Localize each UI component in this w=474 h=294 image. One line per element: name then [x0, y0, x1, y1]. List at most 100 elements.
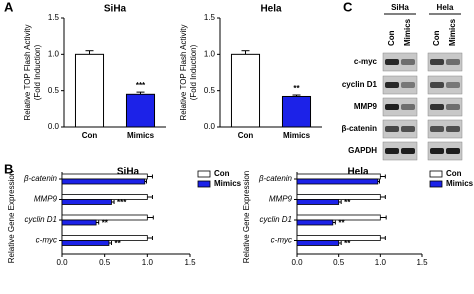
blot-band [430, 104, 444, 110]
blot-band [385, 148, 399, 154]
y-tick-label: 0.0 [204, 122, 216, 131]
x-tick-label: Mimics [127, 131, 155, 140]
blot-protein-label: β-catenin [341, 124, 377, 133]
blot-band [401, 104, 415, 110]
blot-strip [427, 119, 463, 139]
significance: ** [344, 198, 351, 207]
x-tick-label: 0.5 [99, 258, 111, 267]
blot-band [430, 59, 444, 65]
legend-label: Mimics [446, 179, 474, 188]
blot-band [430, 126, 444, 132]
legend-swatch [197, 170, 211, 178]
blot-protein-label: MMP9 [354, 102, 378, 111]
blot-band [446, 82, 460, 88]
bar [296, 194, 381, 200]
y-tick-label: 0.5 [48, 86, 60, 95]
significance: ** [293, 84, 300, 93]
bar [61, 178, 146, 185]
blot-strip [427, 97, 463, 117]
blot-band [401, 148, 415, 154]
panel-label: C [343, 0, 353, 14]
blot-protein-label: GAPDH [348, 146, 377, 155]
x-tick-label: Con [238, 131, 254, 140]
legend-swatch [429, 180, 443, 188]
bar [61, 235, 148, 241]
bar [296, 178, 379, 185]
legend-label: Mimics [214, 179, 242, 188]
y-tick-label: cyclin D1 [260, 215, 292, 224]
bar [61, 240, 110, 246]
bar [281, 95, 312, 128]
blot-strip [382, 97, 418, 117]
y-axis-label: Relative Gene Expression [7, 171, 16, 264]
blot-strip [382, 75, 418, 95]
chart-title: SiHa [104, 4, 127, 15]
blot-band [446, 148, 460, 154]
y-axis-label: (Fold Induction) [33, 44, 42, 100]
bar [61, 173, 148, 180]
legend-swatch [429, 170, 443, 178]
bar [296, 199, 340, 205]
blot-strip [382, 119, 418, 139]
bar [74, 53, 105, 128]
y-tick-label: 0.5 [204, 86, 216, 95]
y-tick-label: 1.0 [204, 49, 216, 58]
blot-lane-label: Mimics [403, 18, 412, 46]
y-axis-label: (Fold Induction) [189, 44, 198, 100]
x-tick-label: 1.0 [375, 258, 387, 267]
chart-title: SiHa [117, 167, 140, 178]
panel-label: A [4, 0, 14, 14]
x-tick-label: 0.0 [291, 258, 303, 267]
x-tick-label: 1.5 [416, 258, 428, 267]
significance: ** [114, 239, 121, 248]
y-axis-label: Relative TOP Flash Activity [179, 24, 188, 120]
blot-band [430, 82, 444, 88]
y-tick-label: c-myc [36, 236, 57, 245]
bar [296, 240, 340, 246]
x-tick-label: Con [82, 131, 98, 140]
y-axis-label: Relative Gene Expression [242, 171, 251, 264]
y-axis-label: Relative TOP Flash Activity [23, 24, 32, 120]
chart-title: Hela [260, 4, 282, 15]
blot-band [385, 104, 399, 110]
legend-label: Con [446, 169, 462, 178]
bar [296, 173, 381, 180]
blot-band [385, 82, 399, 88]
y-tick-label: c-myc [271, 236, 292, 245]
blot-strip [427, 52, 463, 72]
blot-protein-label: c-myc [354, 57, 378, 66]
blot-band [446, 104, 460, 110]
panel-label: B [4, 161, 13, 176]
blot-strip [427, 75, 463, 95]
blot-group-label: Hela [437, 3, 454, 12]
x-tick-label: 1.5 [184, 258, 196, 267]
significance: ** [102, 219, 109, 228]
blot-lane-label: Con [387, 30, 396, 46]
y-tick-label: 0.0 [48, 122, 60, 131]
significance: *** [117, 198, 127, 207]
significance: ** [338, 219, 345, 228]
chart-title: Hela [347, 167, 369, 178]
significance: *** [136, 81, 146, 90]
y-tick-label: cyclin D1 [25, 215, 57, 224]
y-tick-label: β-catenin [258, 174, 293, 183]
blot-band [401, 82, 415, 88]
bar [230, 53, 261, 128]
y-tick-label: 1.5 [48, 13, 60, 22]
blot-band [385, 59, 399, 65]
blot-lane-label: Con [432, 30, 441, 46]
bar [125, 93, 156, 128]
bar [61, 219, 97, 226]
significance: ** [344, 239, 351, 248]
blot-strip [427, 141, 463, 161]
blot-lane-label: Mimics [448, 18, 457, 46]
y-tick-label: 1.5 [204, 13, 216, 22]
blot-band [401, 126, 415, 132]
blot-group-label: SiHa [391, 3, 409, 12]
bar [296, 235, 381, 241]
x-tick-label: 0.5 [333, 258, 345, 267]
blot-band [446, 59, 460, 65]
x-tick-label: 0.0 [56, 258, 68, 267]
blot-band [430, 148, 444, 154]
